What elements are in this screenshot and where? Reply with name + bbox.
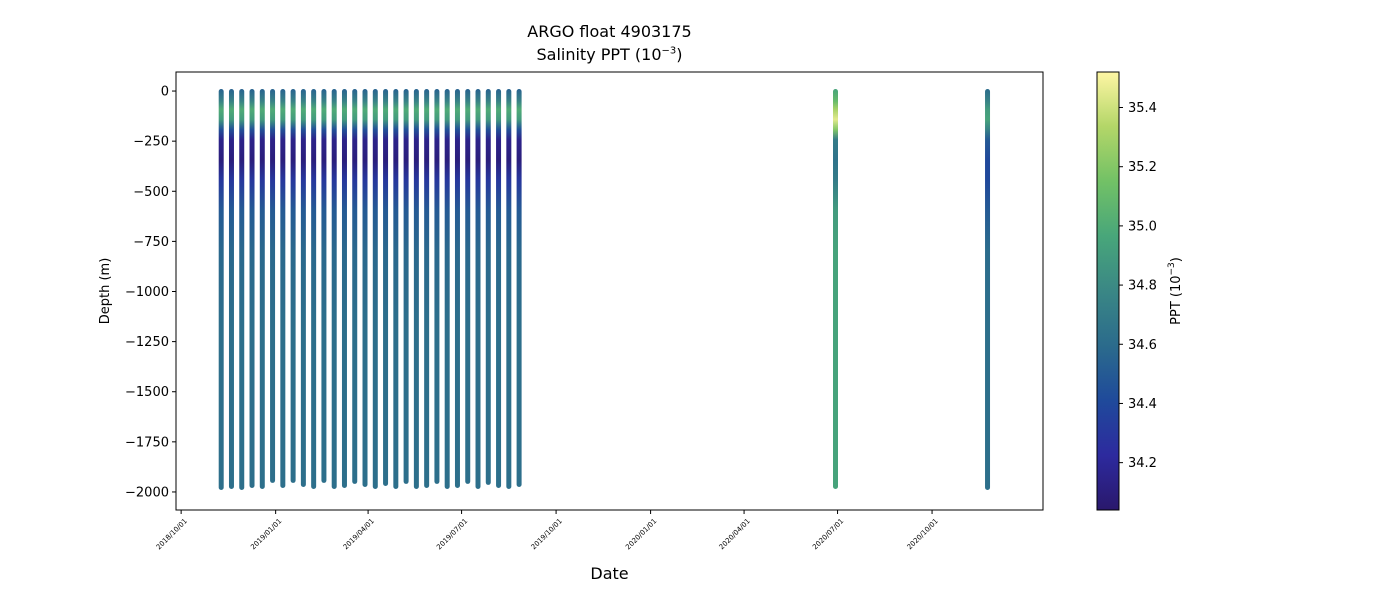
- profile-2019-07-27: [485, 89, 491, 485]
- profile-2019-04-28: [393, 89, 399, 489]
- profile-2019-02-17: [321, 89, 327, 483]
- chart-title: ARGO float 4903175: [527, 22, 692, 41]
- x-tick-label: 2020/04/01: [718, 517, 752, 551]
- x-tick-label: 2020/10/01: [906, 517, 940, 551]
- x-axis-label: Date: [590, 564, 628, 583]
- profile-2018-11-09: [218, 89, 224, 490]
- y-tick-label: −750: [133, 235, 169, 250]
- profile-2018-11-29: [239, 89, 245, 490]
- chart-subtitle-exponent: −3: [661, 45, 677, 57]
- profile-2019-05-28: [424, 89, 430, 488]
- colorbar-label: PPT (10−3): [1167, 257, 1184, 325]
- colorbar-tick-label: 35.0: [1128, 219, 1157, 234]
- y-tick-label: −1750: [125, 435, 169, 450]
- profile-2018-11-19: [228, 89, 234, 489]
- profile-2018-12-19: [259, 89, 265, 489]
- colorbar-label-prefix: PPT (10: [1169, 275, 1184, 324]
- profile-2019-04-18: [383, 89, 389, 486]
- y-tick-label: −1250: [125, 335, 169, 350]
- x-tick-label: 2020/07/01: [811, 517, 845, 551]
- profile-2019-03-19: [352, 89, 358, 484]
- x-tick-label: 2019/07/01: [435, 517, 469, 551]
- profile-2018-12-29: [270, 89, 276, 483]
- chart-subtitle-suffix: ): [676, 45, 683, 64]
- colorbar-tick-label: 34.6: [1128, 338, 1157, 353]
- profile-2019-06-07: [434, 89, 440, 484]
- y-axis: 0 −250 −500 −750 −1000 −1250 −1500 −1750 −2000: [125, 85, 176, 500]
- profile-2019-01-28: [300, 89, 306, 487]
- profile-2019-08-26: [516, 89, 522, 487]
- x-tick-label: 2019/01/01: [249, 517, 283, 551]
- profile-2020-06-29: [833, 89, 838, 489]
- profile-2019-05-18: [413, 89, 419, 489]
- chart-subtitle: Salinity PPT (10−3): [0, 45, 1219, 64]
- profile-2019-06-17: [444, 89, 450, 489]
- y-tick-label: −500: [133, 185, 169, 200]
- x-tick-label: 2019/10/01: [530, 517, 564, 551]
- profile-2019-05-08: [403, 89, 409, 484]
- plot-area: [218, 89, 991, 490]
- colorbar-tick-label: 35.2: [1128, 160, 1157, 175]
- colorbar-axis: 34.2 34.4 34.6 34.8 35.0 35.2 35.4: [1119, 101, 1157, 471]
- colorbar: [1096, 71, 1120, 511]
- y-axis-label: Depth (m): [98, 258, 113, 325]
- chart-subtitle-prefix: Salinity PPT (10: [536, 45, 662, 64]
- colorbar-label-suffix: ): [1169, 257, 1184, 262]
- y-tick-label: 0: [161, 85, 169, 100]
- x-tick-label: 2020/01/01: [624, 517, 658, 551]
- x-tick-label: 2018/10/01: [155, 517, 189, 551]
- axes-frame: [175, 71, 1044, 511]
- colorbar-tick-label: 34.4: [1128, 397, 1157, 412]
- profile-2019-07-17: [475, 89, 481, 489]
- colorbar-tick-label: 34.8: [1128, 279, 1157, 294]
- y-tick-label: −250: [133, 135, 169, 150]
- y-tick-label: −1000: [125, 285, 169, 300]
- profile-2019-01-08: [280, 89, 286, 488]
- profile-2019-02-27: [331, 89, 337, 489]
- profile-2019-08-16: [506, 89, 512, 489]
- profile-2019-04-08: [372, 89, 378, 489]
- x-tick-label: 2019/04/01: [342, 517, 376, 551]
- colorbar-tick-label: 35.4: [1128, 101, 1157, 116]
- profile-2019-08-06: [496, 89, 502, 488]
- profile-2020-11-24: [985, 89, 991, 490]
- profile-2018-12-09: [249, 89, 255, 488]
- y-tick-label: −1500: [125, 385, 169, 400]
- profile-2019-03-09: [341, 89, 347, 488]
- profile-2019-07-07: [465, 89, 471, 484]
- profile-2019-03-29: [362, 89, 368, 487]
- profile-2019-06-27: [454, 89, 460, 488]
- y-tick-label: −2000: [125, 485, 169, 500]
- profile-2019-02-07: [311, 89, 317, 489]
- colorbar-label-exponent: −3: [1167, 262, 1177, 275]
- colorbar-tick-label: 34.2: [1128, 456, 1157, 471]
- x-axis: 2018/10/01 2019/01/01 2019/04/01 2019/07/01…: [155, 510, 940, 551]
- profile-2019-01-18: [290, 89, 296, 483]
